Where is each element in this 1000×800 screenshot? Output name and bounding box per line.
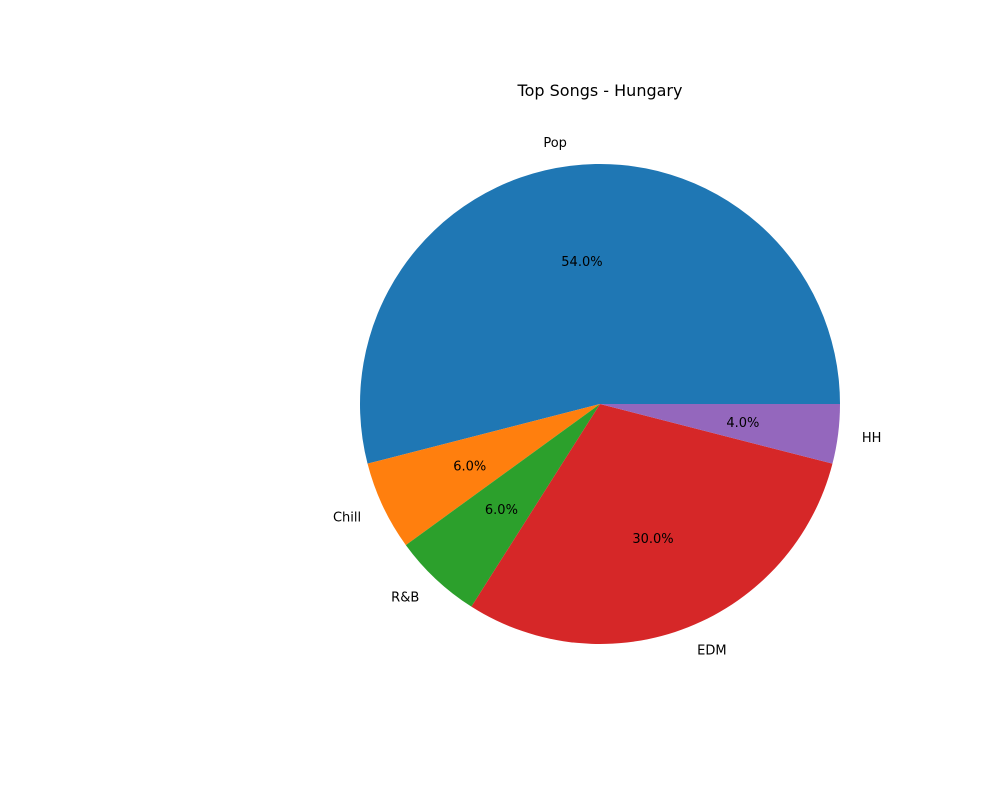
slice-percent-chill: 6.0%: [453, 459, 486, 474]
slice-percent-pop: 54.0%: [561, 255, 602, 270]
pie-slice-chill: [367, 404, 600, 546]
pie-slice-r-b: [405, 404, 600, 607]
pie-slice-hh: [600, 404, 840, 464]
slice-label-hh: HH: [862, 431, 882, 446]
pie-labels: Pop 54.0% Chill 6.0% R&B 6.0% EDM 30.0% HH 4.0%: [333, 136, 882, 658]
pie-slices: [360, 164, 840, 645]
slice-percent-hh: 4.0%: [726, 416, 759, 431]
slice-percent-edm: 30.0%: [632, 532, 673, 547]
pie-slice-edm: [471, 404, 833, 645]
slice-label-edm: EDM: [697, 643, 726, 658]
slice-label-r-b: R&B: [391, 590, 419, 605]
slice-percent-r-b: 6.0%: [485, 503, 518, 518]
chart-title: Top Songs - Hungary: [517, 81, 683, 100]
slice-label-pop: Pop: [543, 136, 567, 151]
pie-slice-pop: [360, 164, 840, 464]
slice-label-chill: Chill: [333, 510, 361, 525]
